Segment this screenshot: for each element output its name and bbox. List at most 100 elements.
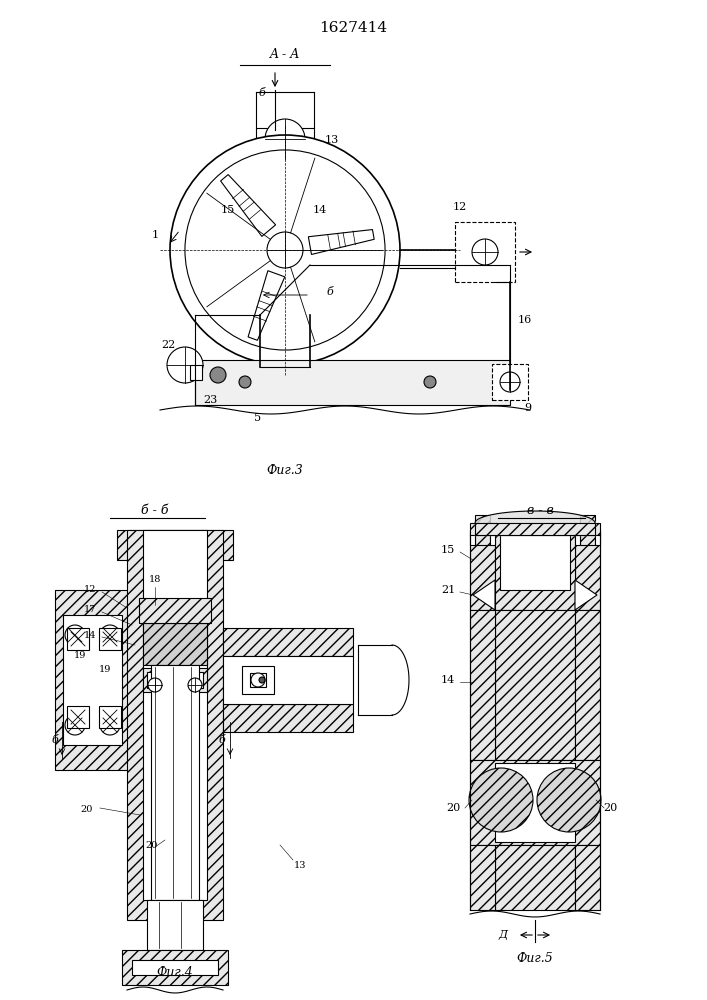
Text: 1627414: 1627414 <box>319 21 387 35</box>
Text: 20: 20 <box>145 840 158 850</box>
Text: A - A: A - A <box>270 48 300 62</box>
Bar <box>55 590 130 770</box>
Circle shape <box>267 232 303 268</box>
Text: 15: 15 <box>221 205 235 215</box>
Bar <box>122 950 228 985</box>
Bar <box>495 763 575 842</box>
Bar <box>470 530 495 610</box>
Text: 18: 18 <box>148 576 161 584</box>
Text: Фиг.5: Фиг.5 <box>517 952 554 964</box>
Polygon shape <box>221 175 276 236</box>
Polygon shape <box>575 580 597 610</box>
Text: 16: 16 <box>518 315 532 325</box>
Bar <box>470 610 495 760</box>
Text: 12: 12 <box>83 585 96 594</box>
Bar <box>147 672 203 688</box>
Text: 20: 20 <box>603 803 617 813</box>
Polygon shape <box>308 230 374 254</box>
Circle shape <box>170 135 400 365</box>
Circle shape <box>167 347 203 383</box>
Circle shape <box>100 715 120 735</box>
Circle shape <box>265 119 305 159</box>
Text: Фиг.4: Фиг.4 <box>157 966 194 978</box>
Bar <box>223 704 353 732</box>
Bar <box>190 365 202 380</box>
Text: б - б: б - б <box>141 504 169 516</box>
Bar <box>595 530 600 545</box>
Bar <box>475 523 595 535</box>
Text: б: б <box>259 88 265 98</box>
Circle shape <box>65 625 85 645</box>
Circle shape <box>188 678 202 692</box>
Text: 5: 5 <box>255 413 262 423</box>
Bar <box>242 666 274 694</box>
Text: 9: 9 <box>525 403 532 413</box>
Bar <box>223 628 353 656</box>
Bar <box>143 623 207 665</box>
Bar <box>256 128 314 150</box>
Text: 19: 19 <box>99 666 111 674</box>
Circle shape <box>472 239 498 265</box>
Circle shape <box>210 367 226 383</box>
Text: 14: 14 <box>313 205 327 215</box>
Bar <box>492 364 528 400</box>
Circle shape <box>251 673 265 687</box>
Text: 15: 15 <box>441 545 455 555</box>
Text: 14: 14 <box>441 675 455 685</box>
Bar <box>63 615 122 745</box>
Bar <box>470 530 475 545</box>
Circle shape <box>537 768 601 832</box>
Circle shape <box>100 625 120 645</box>
Text: в - в: в - в <box>527 504 554 516</box>
Text: Д: Д <box>498 930 508 940</box>
Bar <box>470 760 600 845</box>
Bar <box>67 706 89 728</box>
Bar <box>250 673 266 687</box>
Text: 21: 21 <box>441 585 455 595</box>
Text: 12: 12 <box>453 202 467 212</box>
Bar <box>143 668 207 692</box>
Bar <box>67 628 89 650</box>
Bar <box>575 845 600 910</box>
Text: 22: 22 <box>161 340 175 350</box>
Bar <box>147 900 203 950</box>
Bar <box>127 530 223 920</box>
Bar <box>575 610 600 760</box>
Text: 23: 23 <box>203 395 217 405</box>
Bar <box>99 706 121 728</box>
Text: 14: 14 <box>83 631 96 640</box>
Bar <box>500 530 570 590</box>
Bar <box>575 530 600 610</box>
Bar <box>143 530 207 900</box>
Bar <box>139 598 211 623</box>
Bar <box>490 530 495 545</box>
Text: 19: 19 <box>74 650 86 660</box>
Circle shape <box>148 678 162 692</box>
Bar <box>455 222 515 282</box>
Bar <box>117 530 233 560</box>
Bar <box>495 610 575 760</box>
Text: 20: 20 <box>446 803 460 813</box>
Text: 13: 13 <box>325 135 339 145</box>
Circle shape <box>469 768 533 832</box>
Text: б: б <box>327 287 334 297</box>
Text: Фиг.3: Фиг.3 <box>267 464 303 477</box>
Bar <box>495 530 575 610</box>
Bar <box>470 845 495 910</box>
Bar <box>470 523 600 535</box>
Bar <box>575 530 580 545</box>
Bar <box>475 515 490 545</box>
Bar <box>195 360 510 405</box>
Circle shape <box>500 372 520 392</box>
Bar <box>495 845 575 910</box>
Polygon shape <box>248 271 285 340</box>
Circle shape <box>239 376 251 388</box>
Text: 17: 17 <box>83 605 96 614</box>
Text: 20: 20 <box>80 806 93 814</box>
Text: б: б <box>218 735 226 745</box>
Text: 1: 1 <box>151 230 158 240</box>
Circle shape <box>259 677 265 683</box>
Text: б: б <box>52 735 59 745</box>
Bar <box>99 628 121 650</box>
Bar <box>580 515 595 545</box>
